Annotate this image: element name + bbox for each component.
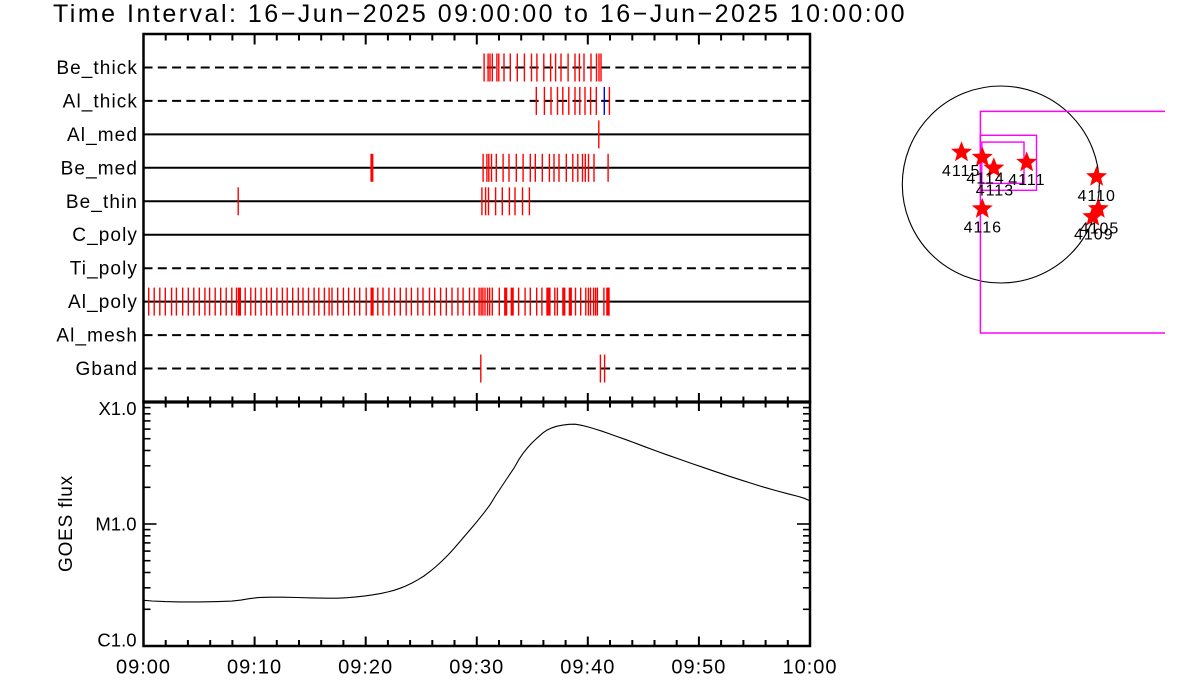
svg-text:09:20: 09:20 xyxy=(338,657,393,679)
svg-text:M1.0: M1.0 xyxy=(95,514,136,535)
svg-text:Gband: Gband xyxy=(75,359,138,380)
svg-text:09:40: 09:40 xyxy=(560,657,615,679)
svg-text:4116: 4116 xyxy=(964,219,1002,236)
svg-text:GOES flux: GOES flux xyxy=(56,475,77,572)
svg-text:C_poly: C_poly xyxy=(72,225,138,246)
svg-text:4105: 4105 xyxy=(1080,221,1120,238)
svg-text:Al_med: Al_med xyxy=(67,125,138,146)
svg-text:4110: 4110 xyxy=(1077,188,1115,205)
svg-text:Be_med: Be_med xyxy=(61,158,138,179)
svg-text:Be_thick: Be_thick xyxy=(56,58,138,79)
svg-text:Al_poly: Al_poly xyxy=(68,292,138,313)
svg-text:09:30: 09:30 xyxy=(449,657,504,679)
svg-text:Ti_poly: Ti_poly xyxy=(70,259,138,280)
svg-text:Al_mesh: Al_mesh xyxy=(56,326,138,347)
svg-text:10:00: 10:00 xyxy=(782,657,837,679)
svg-text:Al_thick: Al_thick xyxy=(63,91,138,112)
svg-text:4109: 4109 xyxy=(1074,227,1114,244)
svg-text:4111: 4111 xyxy=(1008,172,1045,189)
svg-text:4114: 4114 xyxy=(966,171,1004,188)
svg-text:Time Interval: 16−Jun−2025 09:: Time Interval: 16−Jun−2025 09:00:00 to 1… xyxy=(53,0,907,28)
svg-text:C1.0: C1.0 xyxy=(97,630,136,651)
svg-text:4113: 4113 xyxy=(976,182,1014,199)
svg-text:09:10: 09:10 xyxy=(227,657,282,679)
svg-text:09:00: 09:00 xyxy=(116,657,171,679)
svg-text:09:50: 09:50 xyxy=(671,657,726,679)
svg-text:Be_thin: Be_thin xyxy=(66,192,138,213)
svg-text:X1.0: X1.0 xyxy=(98,398,136,419)
svg-text:4115: 4115 xyxy=(942,163,980,180)
